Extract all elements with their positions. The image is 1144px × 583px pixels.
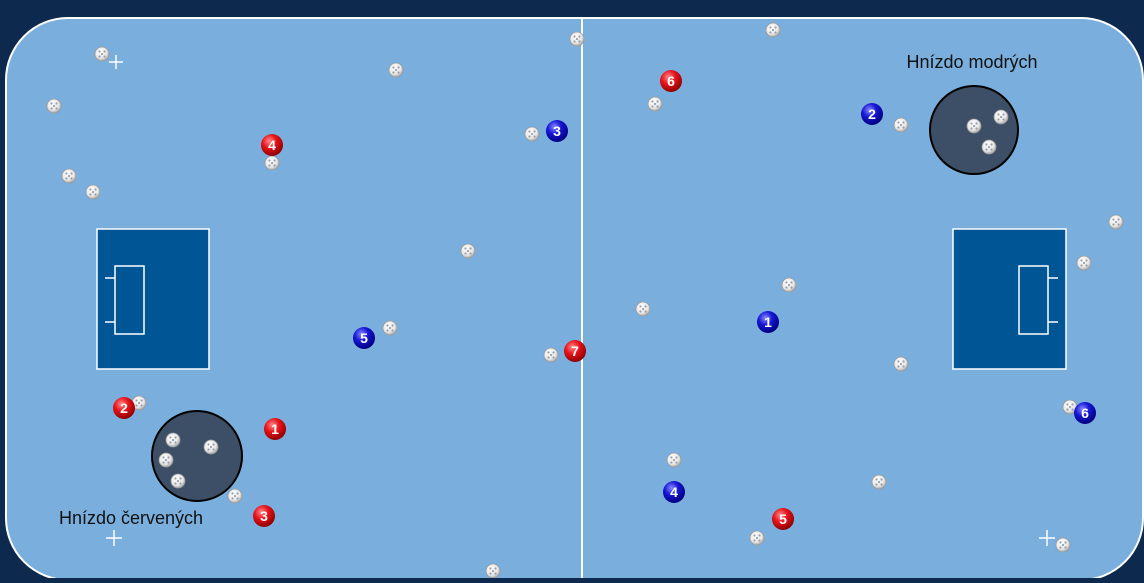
red-player-number: 6 [667,73,675,89]
ball-icon [170,473,186,489]
red-player-number: 4 [268,137,276,153]
ball-icon [893,117,909,133]
ball-icon [1076,255,1092,271]
ball-icon [485,563,501,579]
blue-player-2[interactable]: 2 [861,103,883,125]
ball-icon [131,395,147,411]
blue-player-number: 4 [670,484,678,500]
blue-player-6[interactable]: 6 [1074,402,1096,424]
ball-icon [635,301,651,317]
red-player-5[interactable]: 5 [772,508,794,530]
ball-icon [85,184,101,200]
ball-icon [993,109,1009,125]
blue-player-number: 3 [553,123,561,139]
ball-icon [227,488,243,504]
ball-icon [46,98,62,114]
ball-icon [1108,214,1124,230]
red-player-number: 7 [571,343,579,359]
blue-player-1[interactable]: 1 [757,311,779,333]
red-player-4[interactable]: 4 [261,134,283,156]
red-player-3[interactable]: 3 [253,505,275,527]
ball-icon [1062,399,1078,415]
blue-player-5[interactable]: 5 [353,327,375,349]
blue-player-4[interactable]: 4 [663,481,685,503]
ball-icon [382,320,398,336]
ball-icon [203,439,219,455]
red-player-2[interactable]: 2 [113,397,135,419]
ball-icon [264,155,280,171]
ball-icon [647,96,663,112]
balls [46,22,1124,579]
ball-icon [158,452,174,468]
ball-icon [61,168,77,184]
red-player-number: 3 [260,508,268,524]
red-player-1[interactable]: 1 [264,418,286,440]
red-player-6[interactable]: 6 [660,70,682,92]
blue-nest-label: Hnízdo modrých [906,52,1037,72]
blue-player-number: 2 [868,106,876,122]
red-nest-label: Hnízdo červených [59,508,203,528]
faceoff-crosses [106,55,1055,546]
ball-icon [966,118,982,134]
ball-icon [981,139,997,155]
left-goal-area [96,228,210,370]
faceoff-cross-bottom-right [1039,530,1055,546]
players: 1 2 3 4 5 6 7 1 2 3 4 5 6 [113,70,1096,530]
ball-icon [781,277,797,293]
faceoff-cross-top-left [109,55,123,69]
ball-icon [666,452,682,468]
ball-icon [871,474,887,490]
blue-player-number: 1 [764,314,772,330]
ball-icon [749,530,765,546]
red-player-7[interactable]: 7 [564,340,586,362]
ball-icon [94,46,110,62]
right-goal-area [952,228,1067,370]
blue-player-number: 5 [360,330,368,346]
ball-icon [569,31,585,47]
ball-icon [460,243,476,259]
red-player-number: 2 [120,400,128,416]
red-player-number: 1 [271,421,279,437]
blue-player-number: 6 [1081,405,1089,421]
left-goal-crease [114,265,145,335]
ball-icon [524,126,540,142]
faceoff-cross-bottom-left [106,530,122,546]
ball-icon [165,432,181,448]
ball-icon [388,62,404,78]
ball-icon [1055,537,1071,553]
red-player-number: 5 [779,511,787,527]
ball-icon [543,347,559,363]
ball-icon [893,356,909,372]
right-goal-crease [1018,265,1049,335]
blue-player-3[interactable]: 3 [546,120,568,142]
ball-icon [765,22,781,38]
